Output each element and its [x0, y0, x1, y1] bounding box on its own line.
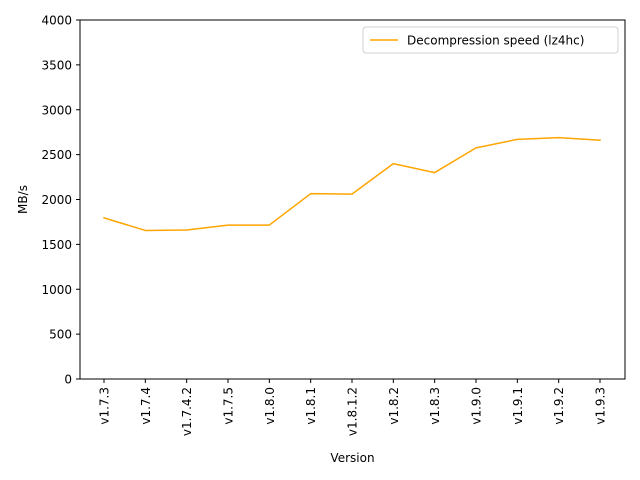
x-axis-ticks: v1.7.3 v1.7.4 v1.7.4.2 v1.7.5 v1.8.0 v1.8.1 v1…: [98, 379, 608, 436]
x-tick-label: v1.7.4.2: [180, 387, 194, 436]
y-tick-label: 2500: [41, 148, 72, 162]
x-tick-label: v1.7.4: [139, 387, 153, 425]
y-tick-label: 2000: [41, 193, 72, 207]
y-tick-label: 4000: [41, 14, 72, 28]
series-layer: [103, 136, 601, 232]
x-tick-label: v1.8.0: [263, 387, 277, 425]
y-tick-label: 3000: [41, 103, 72, 117]
y-tick-label: 0: [64, 373, 72, 387]
y-tick-label: 500: [49, 328, 72, 342]
x-tick-label: v1.8.1.2: [346, 387, 360, 436]
plot-area: [80, 20, 625, 379]
y-tick-label: 1500: [41, 238, 72, 252]
legend-box: [362, 26, 619, 54]
x-tick-label: v1.9.0: [470, 387, 484, 425]
plot-frame: [79, 19, 626, 380]
x-tick-label: v1.8.2: [387, 387, 401, 425]
y-tick-label: 1000: [41, 283, 72, 297]
legend-label: Decompression speed (lz4hc): [407, 34, 584, 48]
x-tick-label: v1.9.1: [511, 387, 525, 425]
y-axis-ticks: 0 500 1000 1500 2000 2500 3000 3500 4000: [41, 14, 80, 387]
x-tick-label: v1.8.3: [428, 387, 442, 425]
x-tick-label: v1.8.1: [304, 387, 318, 425]
x-tick-label: v1.7.5: [222, 387, 236, 425]
x-tick-label: v1.9.3: [594, 387, 608, 425]
x-tick-label: v1.7.3: [98, 387, 112, 425]
y-axis-label: MB/s: [16, 185, 30, 214]
series-line: [103, 136, 601, 232]
legend: Decompression speed (lz4hc): [362, 26, 619, 54]
x-tick-label: v1.9.2: [552, 387, 566, 425]
x-axis-label: Version: [330, 451, 374, 465]
y-tick-label: 3500: [41, 58, 72, 72]
